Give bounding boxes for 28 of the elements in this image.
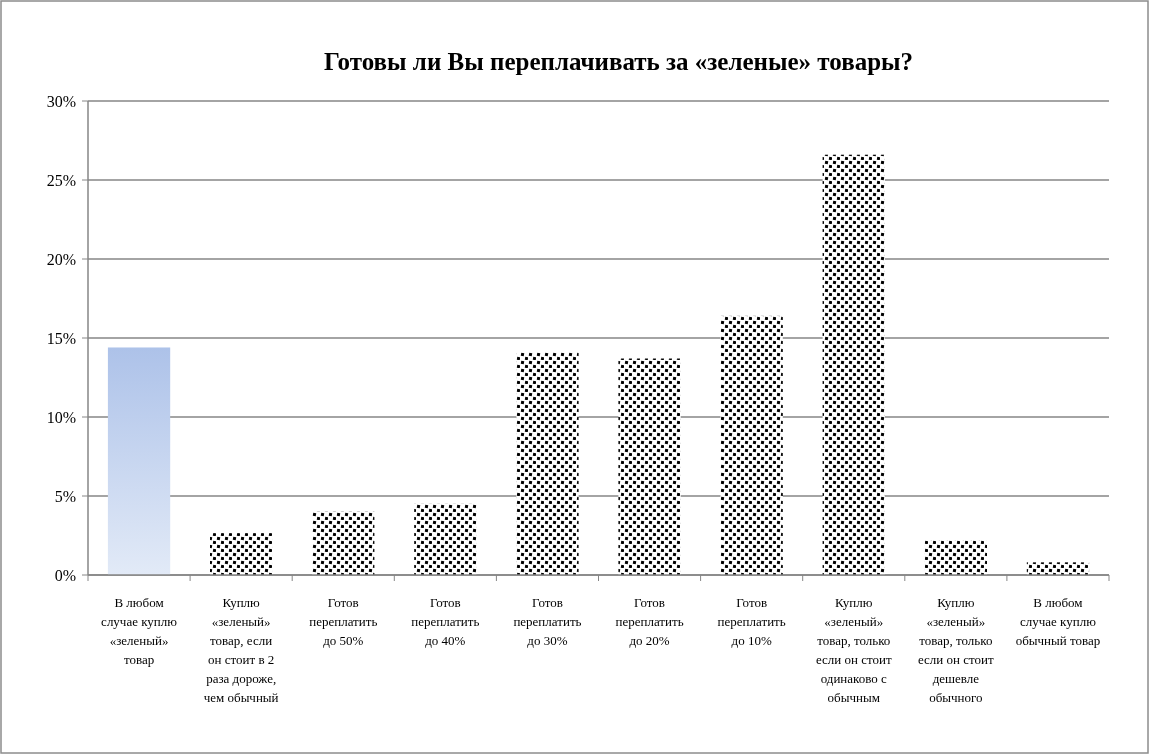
x-tick-label: Готов переплатить до 40%: [411, 595, 480, 648]
bar: [924, 540, 987, 575]
y-tick-label: 5%: [54, 487, 76, 505]
bar: [720, 315, 783, 575]
x-tick-label: В любом случае куплю обычный товар: [1015, 595, 1101, 648]
bar: [414, 503, 477, 575]
bar: [822, 154, 885, 575]
y-tick-label: 0%: [54, 566, 76, 584]
x-tick-label: Куплю «зеленый» товар, только если он стоит одинаково с обычным: [815, 595, 892, 705]
x-tick-label: Готов переплатить до 30%: [513, 595, 582, 648]
bar: [312, 511, 375, 575]
bar: [1026, 562, 1090, 575]
x-tick-label: Куплю «зеленый» товар, только если он стоит дешевле обычного: [918, 595, 995, 705]
y-tick-label: 10%: [46, 408, 76, 426]
x-tick-label: Готов переплатить до 10%: [717, 595, 786, 648]
bar: [516, 352, 579, 575]
bar: [210, 533, 273, 575]
bar: [107, 347, 171, 575]
chart-title: Готовы ли Вы переплачивать за «зеленые» товары?: [323, 48, 914, 75]
x-tick-label: В любом случае куплю «зеленый» товар: [101, 595, 178, 667]
y-tick-label: 30%: [46, 92, 76, 110]
y-tick-label: 20%: [46, 250, 76, 268]
y-tick-label: 15%: [46, 329, 76, 347]
bar: [618, 358, 681, 575]
x-tick-label: Куплю «зеленый» товар, если он стоит в 2 раза дороже, чем обычный: [203, 595, 279, 705]
x-tick-label: Готов переплатить до 20%: [615, 595, 684, 648]
x-tick-label: Готов переплатить до 50%: [309, 595, 378, 648]
y-tick-label: 25%: [46, 171, 76, 189]
